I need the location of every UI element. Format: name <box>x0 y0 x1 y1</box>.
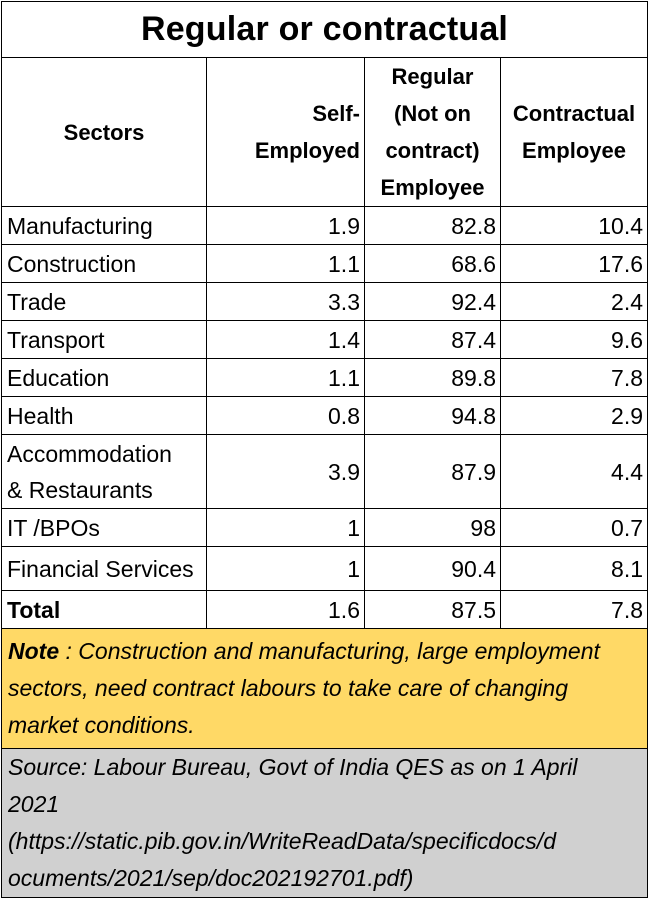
sector-name-line: Construction <box>7 250 137 277</box>
self-employed-value: 1.1 <box>206 358 365 397</box>
total-self-employed: 1.6 <box>206 590 365 629</box>
source-line: Source: Labour Bureau, Govt of India QES… <box>8 754 578 780</box>
sector-name-line: Education <box>7 364 110 391</box>
regular-value: 89.8 <box>364 358 501 397</box>
sector-name-line: IT /BPOs <box>7 514 100 541</box>
self-employed-value: 1 <box>206 546 365 591</box>
header-regular-line: Regular <box>391 64 474 89</box>
total-regular: 87.5 <box>364 590 501 629</box>
contractual-value: 17.6 <box>499 244 649 283</box>
contractual-value: 4.4 <box>499 434 649 509</box>
self-employed-value: 1 <box>206 508 365 547</box>
self-employed-value: 3.3 <box>206 282 365 321</box>
header-self-employed: Self- Employed <box>206 57 365 207</box>
header-regular-line: Employee <box>380 175 485 200</box>
header-regular-line: contract) <box>385 138 480 163</box>
table-row: Health 0.8 94.8 2.9 <box>1 396 649 435</box>
total-contractual: 7.8 <box>499 590 649 629</box>
sector-name: IT /BPOs <box>1 508 207 547</box>
header-row: Sectors Self- Employed Regular (Not on c… <box>1 57 649 207</box>
header-regular-line: (Not on <box>394 101 471 126</box>
sector-name: Accommodation & Restaurants <box>1 434 207 509</box>
table-row: IT /BPOs 1 98 0.7 <box>1 508 649 547</box>
source-row: Source: Labour Bureau, Govt of India QES… <box>0 748 649 898</box>
source-line: 2021 <box>8 791 60 817</box>
regular-value: 82.8 <box>364 206 501 245</box>
header-contractual-line: Contractual <box>512 101 636 126</box>
table-row: Trade 3.3 92.4 2.4 <box>1 282 649 321</box>
total-label: Total <box>1 590 207 629</box>
contractual-value: 7.8 <box>499 358 649 397</box>
table-row: Accommodation & Restaurants 3.9 87.9 4.4 <box>1 434 649 509</box>
source-line: (https://static.pib.gov.in/WriteReadData… <box>8 828 556 854</box>
total-row: Total 1.6 87.5 7.8 <box>1 590 649 629</box>
contractual-value: 10.4 <box>499 206 649 245</box>
source-line: ocuments/2021/sep/doc202192701.pdf) <box>8 865 414 891</box>
sector-name: Health <box>1 396 207 435</box>
header-self-employed-line: Employed <box>254 138 360 163</box>
sector-name-line: Financial Services <box>7 555 194 582</box>
contractual-value: 2.9 <box>499 396 649 435</box>
sector-name: Construction <box>1 244 207 283</box>
header-sectors: Sectors <box>1 57 207 207</box>
contractual-value: 8.1 <box>499 546 649 591</box>
source: Source: Labour Bureau, Govt of India QES… <box>0 748 649 898</box>
header-regular: Regular (Not on contract) Employee <box>364 57 501 207</box>
contractual-value: 9.6 <box>499 320 649 359</box>
header-contractual-line: Employee <box>522 138 626 163</box>
table-row: Transport 1.4 87.4 9.6 <box>1 320 649 359</box>
table-title: Regular or contractual <box>0 1 649 58</box>
header-self-employed-line: Self- <box>312 101 360 126</box>
regular-value: 87.9 <box>364 434 501 509</box>
sector-name: Trade <box>1 282 207 321</box>
header-contractual: Contractual Employee <box>499 57 649 207</box>
regular-value: 98 <box>364 508 501 547</box>
note-text: : Construction and manufacturing, large … <box>8 638 600 738</box>
note: Note : Construction and manufacturing, l… <box>0 628 649 749</box>
note-label: Note <box>8 638 60 664</box>
self-employed-value: 3.9 <box>206 434 365 509</box>
table-row: Education 1.1 89.8 7.8 <box>1 358 649 397</box>
table-row: Manufacturing 1.9 82.8 10.4 <box>1 206 649 245</box>
regular-value: 94.8 <box>364 396 501 435</box>
regular-value: 90.4 <box>364 546 501 591</box>
sector-name-line: Health <box>7 402 74 429</box>
regular-value: 92.4 <box>364 282 501 321</box>
self-employed-value: 0.8 <box>206 396 365 435</box>
title-row: Regular or contractual <box>0 1 649 58</box>
sector-name-line: Trade <box>7 288 67 315</box>
sector-name: Transport <box>1 320 207 359</box>
regular-value: 68.6 <box>364 244 501 283</box>
self-employed-value: 1.4 <box>206 320 365 359</box>
sector-name-line: & Restaurants <box>7 476 153 503</box>
table-row: Construction 1.1 68.6 17.6 <box>1 244 649 283</box>
self-employed-value: 1.9 <box>206 206 365 245</box>
sector-name-line: Transport <box>7 326 105 353</box>
sector-name: Education <box>1 358 207 397</box>
table-row: Financial Services 1 90.4 8.1 <box>1 546 649 591</box>
self-employed-value: 1.1 <box>206 244 365 283</box>
sector-name-line: Manufacturing <box>7 212 153 239</box>
sector-name: Financial Services <box>1 546 207 591</box>
contractual-value: 2.4 <box>499 282 649 321</box>
sector-name: Manufacturing <box>1 206 207 245</box>
sector-name-line: Accommodation <box>7 440 172 467</box>
contractual-value: 0.7 <box>499 508 649 547</box>
note-row: Note : Construction and manufacturing, l… <box>0 628 649 749</box>
regular-value: 87.4 <box>364 320 501 359</box>
